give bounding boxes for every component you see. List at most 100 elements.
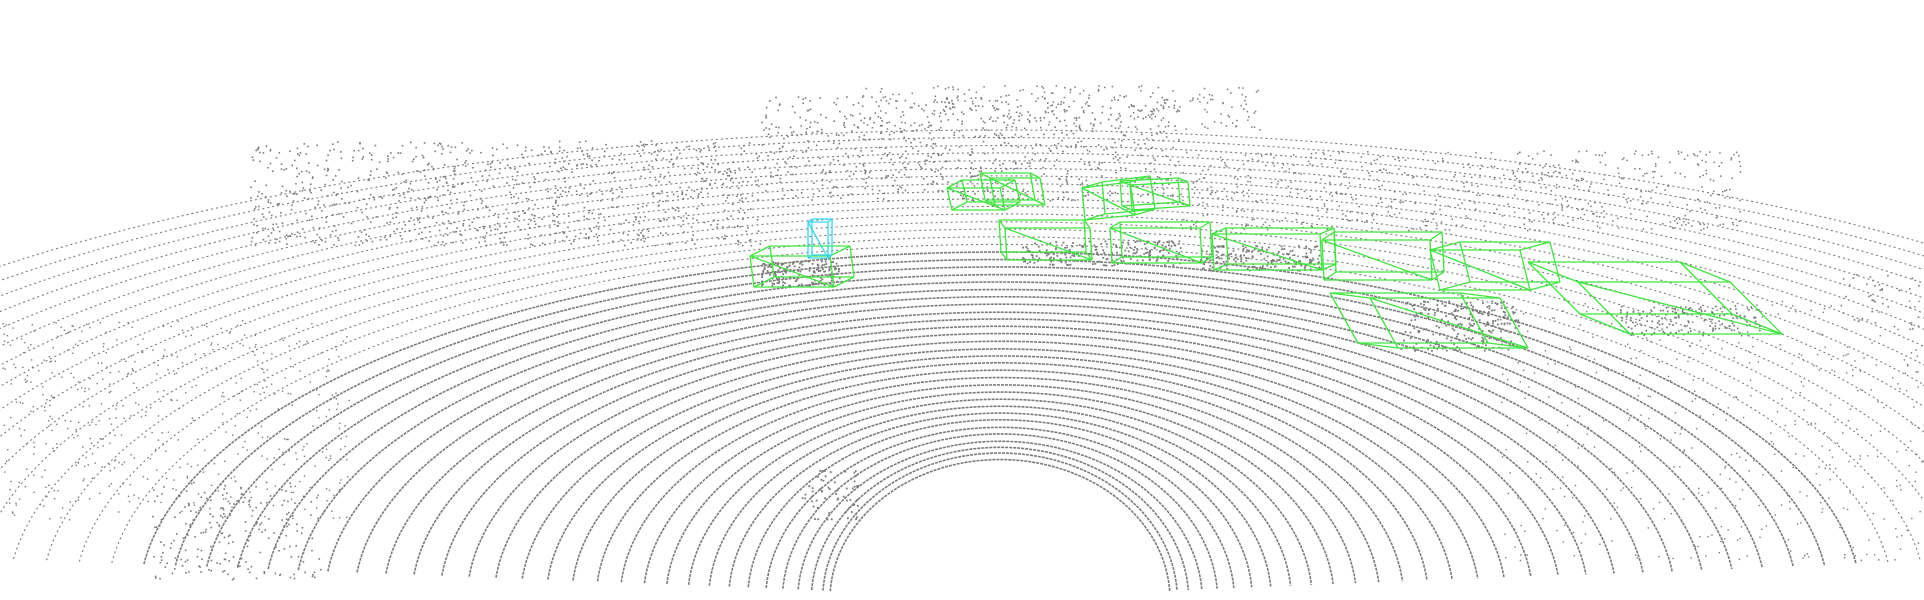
point (748, 239, 751, 242)
point (194, 353, 196, 355)
point (665, 200, 667, 202)
point (811, 274, 814, 277)
point (800, 283, 803, 286)
point (362, 156, 364, 158)
point (1149, 251, 1152, 253)
point (1504, 330, 1507, 332)
box-edge (1209, 221, 1213, 258)
point (1463, 334, 1466, 337)
point (224, 484, 226, 487)
point (275, 546, 277, 548)
point (1424, 309, 1427, 311)
box-edge (1081, 187, 1086, 221)
point (1547, 213, 1549, 216)
point (522, 156, 525, 159)
point (712, 143, 715, 145)
point (1896, 536, 1898, 538)
point (1094, 262, 1097, 265)
point (141, 351, 143, 353)
point (974, 135, 976, 138)
point (516, 171, 519, 173)
point (1457, 309, 1459, 312)
point (71, 352, 74, 354)
point (1915, 471, 1917, 473)
point (558, 170, 560, 173)
point (1492, 322, 1494, 325)
point (1881, 288, 1883, 290)
point (1699, 415, 1702, 417)
scan-ring (547, 355, 1453, 580)
point (159, 577, 161, 580)
point (258, 205, 260, 208)
point (1035, 255, 1038, 257)
point (1454, 326, 1457, 328)
point (1859, 455, 1861, 457)
point (855, 166, 858, 168)
point (933, 161, 935, 163)
box-edge (979, 172, 986, 201)
point (1834, 421, 1836, 423)
point (441, 210, 443, 213)
point (1906, 390, 1908, 392)
point (1037, 260, 1039, 262)
point (197, 464, 199, 466)
point (1733, 153, 1735, 156)
point (980, 170, 983, 172)
point (940, 120, 942, 123)
point (1119, 254, 1121, 256)
point (259, 551, 262, 554)
point (1098, 163, 1100, 165)
point (1203, 177, 1206, 179)
point (1818, 548, 1820, 551)
point (1487, 314, 1489, 316)
point (280, 168, 283, 170)
point (1178, 139, 1180, 141)
point (663, 177, 665, 179)
point (1639, 168, 1641, 170)
point (482, 225, 484, 228)
point (1078, 244, 1081, 246)
point (868, 176, 870, 178)
point (1380, 169, 1382, 171)
point (750, 244, 753, 247)
point (844, 470, 847, 473)
scan-ring (12, 221, 1924, 560)
point (67, 349, 69, 351)
point (1385, 169, 1387, 171)
point (1859, 458, 1861, 460)
point (1209, 265, 1212, 267)
point (172, 488, 174, 490)
point (1136, 186, 1139, 188)
point (1329, 154, 1332, 157)
point (779, 181, 781, 184)
point (835, 186, 837, 188)
point (875, 101, 878, 103)
point (229, 534, 231, 537)
point (332, 143, 334, 145)
point (435, 178, 437, 181)
point (836, 97, 839, 100)
point (1161, 184, 1164, 186)
point (1205, 257, 1208, 260)
point (1800, 522, 1802, 524)
point (1556, 183, 1558, 186)
point (51, 429, 53, 432)
point (321, 210, 323, 212)
point (848, 175, 851, 177)
point (1145, 116, 1147, 118)
point (742, 218, 744, 221)
point (1517, 319, 1520, 322)
box-edge (1729, 281, 1783, 335)
point (1011, 136, 1013, 139)
point (993, 190, 995, 192)
point (1153, 109, 1155, 112)
point (1677, 315, 1680, 317)
scan-ring (643, 384, 1357, 584)
point (1202, 169, 1204, 172)
point (1870, 389, 1872, 391)
point (185, 572, 187, 574)
point (30, 344, 32, 346)
point (224, 552, 227, 555)
point (1652, 508, 1655, 510)
point (737, 243, 740, 246)
